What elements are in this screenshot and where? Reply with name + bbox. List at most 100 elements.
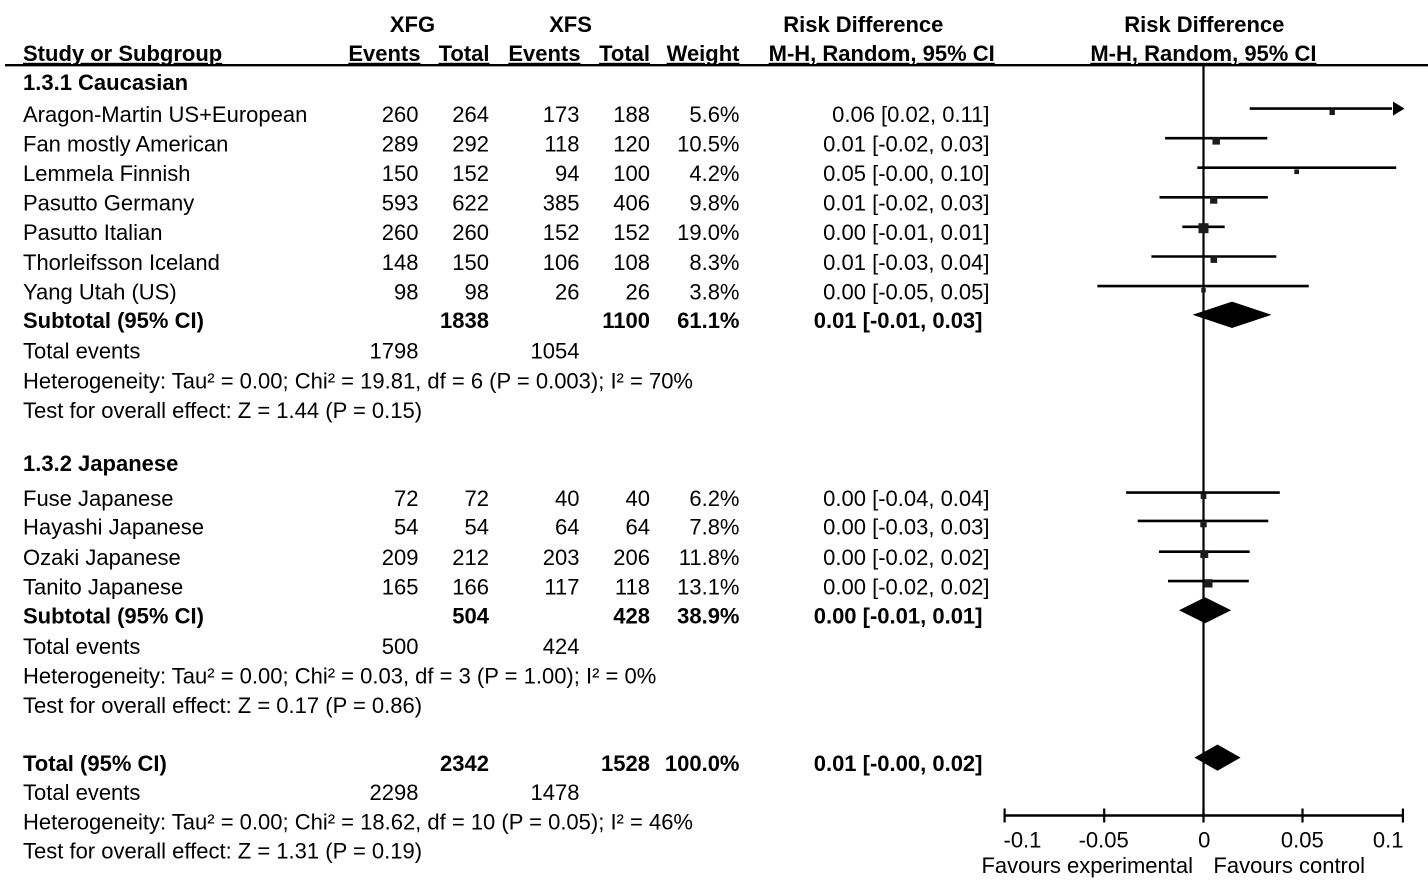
svg-text:Test for overall effect: Z = 0: Test for overall effect: Z = 0.17 (P = 0… [23, 693, 422, 718]
svg-text:0.06 [0.02, 0.11]: 0.06 [0.02, 0.11] [832, 102, 989, 127]
svg-text:Total events: Total events [23, 634, 140, 659]
svg-text:2298: 2298 [370, 780, 419, 805]
svg-text:152: 152 [543, 220, 580, 245]
svg-text:0.01 [-0.00, 0.02]: 0.01 [-0.00, 0.02] [814, 751, 983, 776]
svg-text:72: 72 [465, 486, 489, 511]
svg-text:Yang Utah (US): Yang Utah (US) [23, 280, 177, 305]
svg-text:0.00 [-0.01, 0.01]: 0.00 [-0.01, 0.01] [823, 220, 989, 245]
svg-text:Total events: Total events [23, 339, 140, 364]
svg-text:Total (95% CI): Total (95% CI) [23, 751, 167, 776]
svg-text:98: 98 [465, 280, 489, 305]
svg-text:7.8%: 7.8% [689, 514, 739, 539]
svg-text:0.00 [-0.03, 0.03]: 0.00 [-0.03, 0.03] [823, 514, 989, 539]
svg-text:XFS: XFS [549, 12, 592, 37]
svg-text:1478: 1478 [531, 780, 580, 805]
svg-text:165: 165 [382, 575, 419, 600]
svg-text:118: 118 [544, 132, 579, 157]
svg-text:Risk Difference: Risk Difference [783, 12, 943, 37]
svg-text:152: 152 [613, 220, 650, 245]
svg-text:Hayashi Japanese: Hayashi Japanese [23, 514, 204, 539]
svg-text:0.05 [-0.00, 0.10]: 0.05 [-0.00, 0.10] [823, 161, 989, 186]
svg-text:Tanito Japanese: Tanito Japanese [23, 575, 183, 600]
svg-text:11.8%: 11.8% [679, 545, 740, 570]
svg-text:38.9%: 38.9% [677, 604, 739, 629]
svg-text:0.01 [-0.03, 0.04]: 0.01 [-0.03, 0.04] [823, 250, 989, 275]
svg-text:212: 212 [452, 545, 489, 570]
svg-text:40: 40 [626, 486, 650, 511]
svg-text:Heterogeneity: Tau² = 0.00; Ch: Heterogeneity: Tau² = 0.00; Chi² = 19.81… [23, 368, 693, 393]
svg-text:173: 173 [543, 102, 580, 127]
svg-text:Heterogeneity: Tau² = 0.00; Ch: Heterogeneity: Tau² = 0.00; Chi² = 0.03,… [23, 664, 656, 689]
svg-text:Favours control: Favours control [1213, 853, 1365, 878]
svg-text:188: 188 [613, 102, 650, 127]
svg-text:3.8%: 3.8% [689, 280, 739, 305]
svg-text:Study or Subgroup: Study or Subgroup [23, 41, 222, 66]
svg-text:Aragon-Martin US+European: Aragon-Martin US+European [23, 102, 307, 127]
svg-text:1.3.1 Caucasian: 1.3.1 Caucasian [23, 70, 188, 95]
svg-text:0.00 [-0.02, 0.02]: 0.00 [-0.02, 0.02] [823, 545, 989, 570]
svg-text:19.0%: 19.0% [677, 220, 739, 245]
svg-text:0.00 [-0.05, 0.05]: 0.00 [-0.05, 0.05] [823, 280, 989, 305]
svg-text:13.1%: 13.1% [677, 575, 739, 600]
svg-text:203: 203 [543, 545, 580, 570]
svg-text:0.01 [-0.02, 0.03]: 0.01 [-0.02, 0.03] [823, 191, 989, 216]
svg-text:64: 64 [555, 514, 579, 539]
svg-text:Total: Total [599, 41, 650, 66]
svg-text:26: 26 [555, 280, 579, 305]
svg-text:120: 120 [613, 132, 650, 157]
svg-text:26: 26 [626, 280, 650, 305]
svg-text:117: 117 [544, 575, 579, 600]
svg-text:Fan mostly American: Fan mostly American [23, 132, 228, 157]
svg-text:148: 148 [382, 250, 419, 275]
svg-text:Favours experimental: Favours experimental [981, 853, 1193, 878]
svg-text:152: 152 [452, 161, 489, 186]
svg-text:Pasutto Italian: Pasutto Italian [23, 220, 162, 245]
svg-text:M-H, Random, 95% CI: M-H, Random, 95% CI [1090, 41, 1316, 66]
svg-text:108: 108 [613, 250, 650, 275]
svg-text:0: 0 [1198, 827, 1210, 852]
svg-text:Risk Difference: Risk Difference [1124, 12, 1284, 37]
svg-text:209: 209 [382, 545, 419, 570]
svg-text:1.3.2 Japanese: 1.3.2 Japanese [23, 451, 178, 476]
svg-text:40: 40 [555, 486, 579, 511]
svg-text:61.1%: 61.1% [677, 308, 739, 333]
svg-text:206: 206 [613, 545, 650, 570]
svg-text:Subtotal (95% CI): Subtotal (95% CI) [23, 308, 204, 333]
svg-text:289: 289 [382, 132, 419, 157]
svg-text:8.3%: 8.3% [689, 250, 739, 275]
svg-text:-0.05: -0.05 [1079, 827, 1129, 852]
svg-text:Fuse Japanese: Fuse Japanese [23, 486, 173, 511]
svg-text:118: 118 [615, 575, 650, 600]
svg-text:1100: 1100 [602, 308, 650, 333]
svg-text:260: 260 [382, 220, 419, 245]
svg-text:Lemmela Finnish: Lemmela Finnish [23, 161, 191, 186]
svg-text:Test for overall effect: Z = 1: Test for overall effect: Z = 1.31 (P = 0… [23, 839, 422, 864]
svg-text:-0.1: -0.1 [1004, 827, 1042, 852]
svg-text:260: 260 [382, 102, 419, 127]
svg-text:M-H, Random, 95% CI: M-H, Random, 95% CI [769, 41, 995, 66]
svg-text:Subtotal (95% CI): Subtotal (95% CI) [23, 604, 204, 629]
svg-text:622: 622 [452, 191, 489, 216]
svg-text:9.8%: 9.8% [689, 191, 739, 216]
svg-text:Test for overall effect: Z = 1: Test for overall effect: Z = 1.44 (P = 0… [23, 398, 422, 423]
svg-text:0.1: 0.1 [1373, 827, 1404, 852]
svg-text:428: 428 [613, 604, 650, 629]
svg-text:0.05: 0.05 [1281, 827, 1324, 852]
svg-text:72: 72 [394, 486, 418, 511]
svg-text:106: 106 [543, 250, 580, 275]
svg-text:10.5%: 10.5% [677, 132, 739, 157]
svg-text:504: 504 [452, 604, 489, 629]
svg-text:4.2%: 4.2% [689, 161, 739, 186]
svg-text:1054: 1054 [531, 339, 580, 364]
svg-text:100.0%: 100.0% [665, 751, 740, 776]
svg-text:Thorleifsson Iceland: Thorleifsson Iceland [23, 250, 220, 275]
svg-text:XFG: XFG [390, 12, 435, 37]
svg-text:424: 424 [543, 634, 580, 659]
svg-text:0.01 [-0.01, 0.03]: 0.01 [-0.01, 0.03] [814, 308, 983, 333]
svg-text:Events: Events [348, 41, 420, 66]
svg-text:54: 54 [394, 514, 418, 539]
svg-text:0.00 [-0.01, 0.01]: 0.00 [-0.01, 0.01] [814, 604, 983, 629]
svg-text:1798: 1798 [370, 339, 419, 364]
svg-text:0.00 [-0.04, 0.04]: 0.00 [-0.04, 0.04] [823, 486, 989, 511]
svg-text:292: 292 [452, 132, 489, 157]
